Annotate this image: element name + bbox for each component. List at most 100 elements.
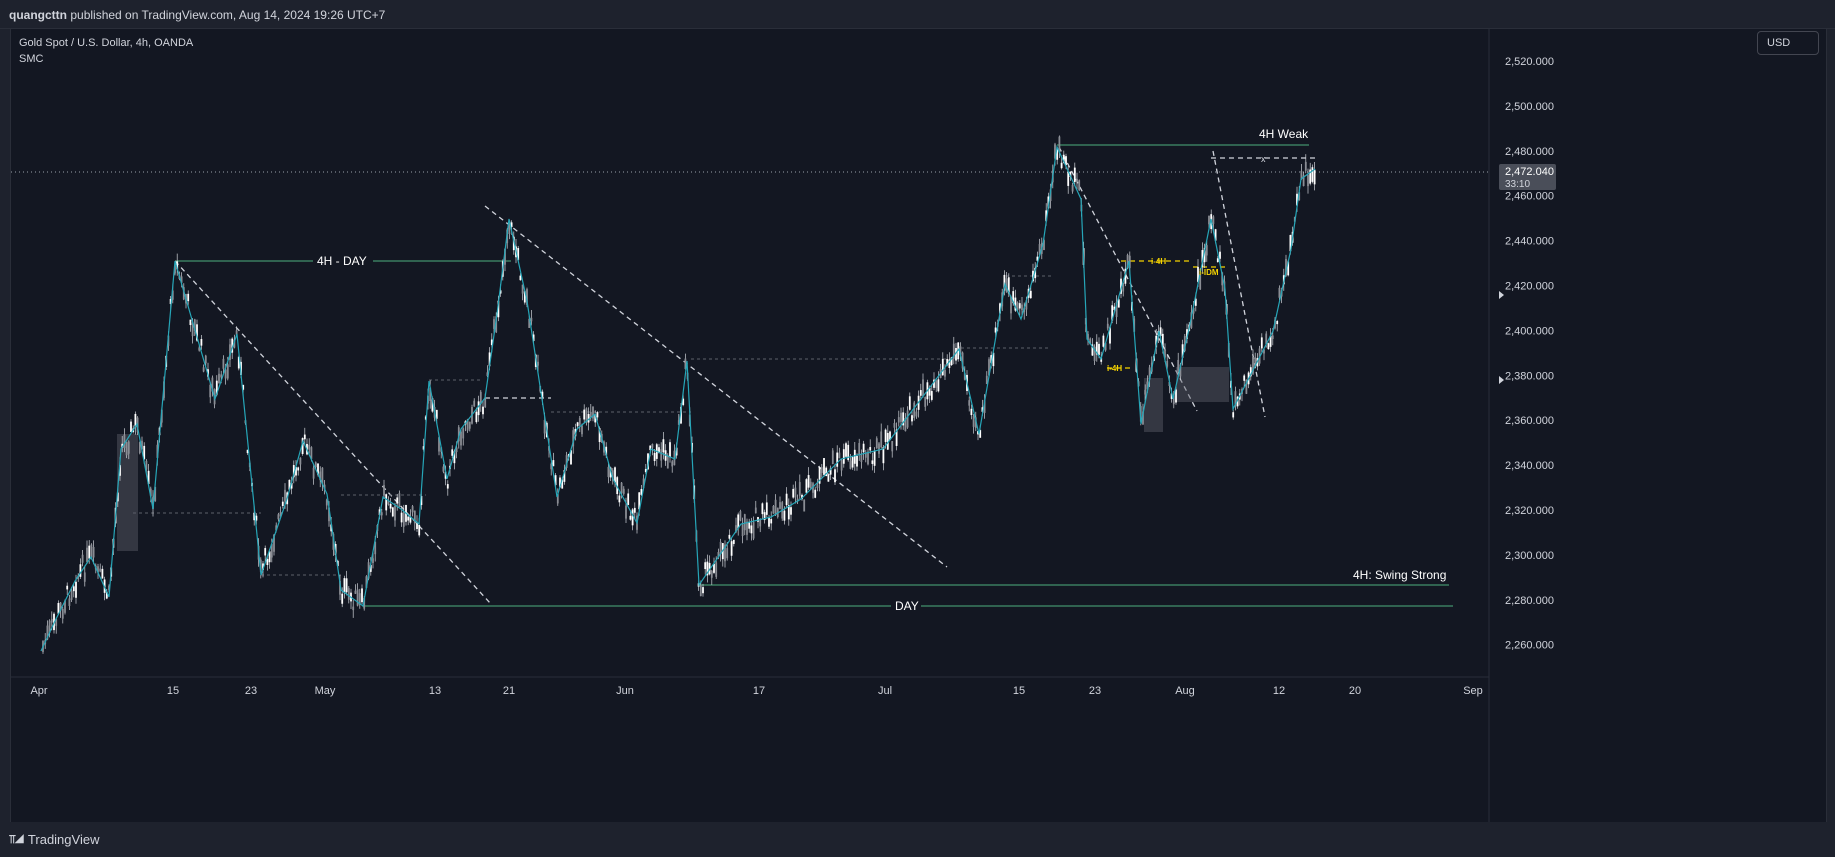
chart-area[interactable]: 4H - DAY 4H Weak 4H: Swing Strong DAY i-… <box>10 28 1827 823</box>
ob-lines <box>133 275 1051 576</box>
candle-body <box>1120 278 1122 294</box>
candle-body <box>68 598 71 606</box>
candle-body <box>803 499 806 512</box>
label-idm: i-IDM <box>1199 268 1219 277</box>
candle-body <box>1060 162 1063 169</box>
candle-body <box>61 609 64 619</box>
candle-body <box>900 412 902 422</box>
candle-body <box>495 316 498 333</box>
candle-body <box>587 413 590 423</box>
candle-body <box>372 558 374 563</box>
candle-body <box>704 562 707 570</box>
currency-button[interactable]: USD <box>1757 31 1819 55</box>
candle-body <box>1260 337 1263 349</box>
candle-body <box>937 379 940 392</box>
candle-body <box>889 431 891 441</box>
candle-body <box>818 466 821 484</box>
candle-body <box>963 373 966 380</box>
candle-body <box>1036 256 1039 261</box>
candle-body <box>281 501 284 506</box>
candle-body <box>288 479 291 490</box>
candle-body <box>1307 175 1309 187</box>
candle-body <box>816 484 819 489</box>
candle-body <box>1056 148 1059 160</box>
candle-body <box>1054 144 1056 159</box>
candle-body <box>660 449 663 461</box>
candle-body <box>343 578 346 593</box>
candle-body <box>1034 267 1037 279</box>
candle-body <box>1058 136 1061 153</box>
candle-body <box>710 570 713 578</box>
candle-body <box>680 406 682 424</box>
candle-body <box>812 483 814 493</box>
candle-body <box>904 418 907 432</box>
candle-body <box>526 289 528 305</box>
time-tick-label: Aug <box>1175 685 1195 697</box>
candle-body <box>972 416 975 427</box>
order-block-1 <box>117 434 138 551</box>
candle-body <box>319 471 322 481</box>
candle-body <box>1269 335 1272 347</box>
candle-body <box>594 414 597 423</box>
candle-body <box>598 428 601 443</box>
candle-body <box>358 593 361 605</box>
candle-body <box>823 458 825 475</box>
candle-body <box>143 445 146 460</box>
price-tick-label: 2,360.000 <box>1505 415 1554 427</box>
candle-body <box>1010 296 1012 314</box>
candle-body <box>374 541 377 555</box>
candle-body <box>484 397 487 408</box>
candle-body <box>101 568 104 579</box>
candle-body <box>1309 169 1312 184</box>
candle-body <box>856 455 858 467</box>
candle-body <box>1219 251 1221 259</box>
candle-body <box>622 488 625 494</box>
tradingview-logo[interactable]: ⫪◢ TradingView <box>9 832 99 847</box>
candle-body <box>308 444 311 450</box>
candle-body <box>224 369 227 379</box>
candle-body <box>893 422 896 428</box>
candle-body <box>675 447 678 456</box>
candle-body <box>187 293 190 302</box>
price-chart[interactable]: 4H - DAY 4H Weak 4H: Swing Strong DAY i-… <box>11 29 1826 822</box>
candle-body <box>363 598 366 609</box>
candle-body <box>1104 343 1107 351</box>
candle-body <box>895 429 898 446</box>
label-bg-day <box>891 599 921 613</box>
time-axis[interactable]: Apr 15 23 May 13 21 Jun 17 Jul 15 23 Aug 12 20 Sep <box>30 685 1482 697</box>
candle-body <box>1197 266 1199 282</box>
indicator-name[interactable]: SMC <box>19 53 44 65</box>
candle-body <box>290 482 293 489</box>
price-axis[interactable]: 2,520.000 2,500.000 2,480.000 2,460.000 2,44… <box>1505 56 1554 652</box>
candle-body <box>864 453 867 458</box>
candle-body <box>719 541 722 555</box>
candle-body <box>1300 170 1303 180</box>
time-tick-label: May <box>315 685 336 697</box>
candle-body <box>1124 268 1127 284</box>
label-day: DAY <box>895 599 919 613</box>
candle-body <box>1245 379 1248 394</box>
time-tick-label: 13 <box>429 685 441 697</box>
candle-body <box>792 488 795 498</box>
author-name[interactable]: quangcttn <box>9 8 67 22</box>
candle-body <box>222 358 225 369</box>
candle-body <box>840 459 843 471</box>
time-tick-label: 23 <box>1089 685 1101 697</box>
candle-body <box>1093 346 1096 361</box>
candle-body <box>81 554 84 563</box>
symbol-title[interactable]: Gold Spot / U.S. Dollar, 4h, OANDA <box>19 37 194 49</box>
candle-body <box>748 522 751 529</box>
candle-body <box>1109 327 1111 344</box>
candle-body <box>658 447 660 453</box>
candle-body <box>226 364 229 379</box>
candle-body <box>468 421 471 429</box>
candle-body <box>1263 349 1265 354</box>
candle-body <box>499 290 502 294</box>
publish-info: quangcttn published on TradingView.com, … <box>9 8 385 22</box>
time-tick-label: Jun <box>616 685 634 697</box>
candle-body <box>1067 171 1070 186</box>
candle-body <box>369 565 372 572</box>
time-tick-label: Apr <box>30 685 47 697</box>
candle-body <box>611 470 614 481</box>
candle-body <box>204 355 207 364</box>
